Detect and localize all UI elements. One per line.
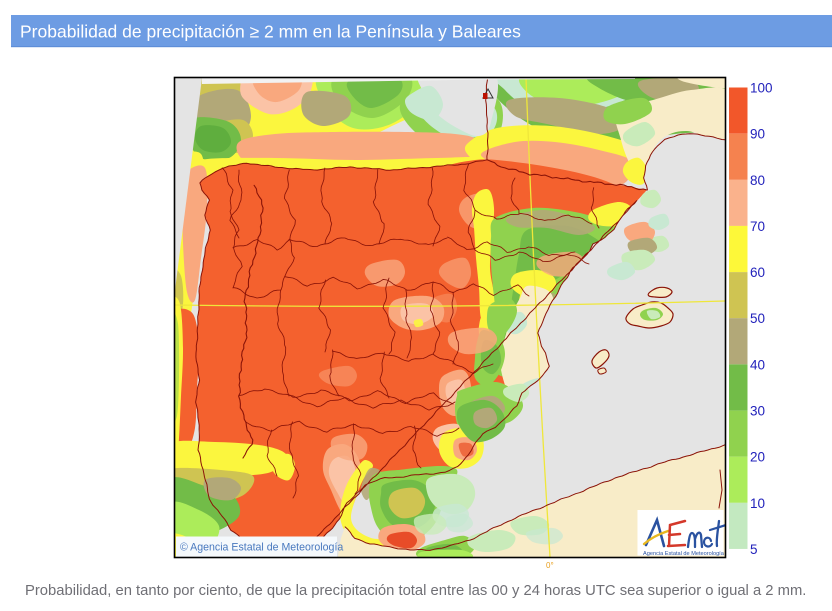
svg-text:Probabilidad, en tanto por cie: Probabilidad, en tanto por ciento, de qu… bbox=[25, 583, 806, 599]
svg-text:40: 40 bbox=[750, 357, 765, 372]
svg-text:10: 10 bbox=[750, 496, 765, 511]
svg-text:20: 20 bbox=[750, 450, 765, 465]
svg-text:5: 5 bbox=[750, 542, 758, 557]
svg-text:70: 70 bbox=[750, 219, 765, 234]
svg-text:80: 80 bbox=[750, 173, 765, 188]
svg-text:90: 90 bbox=[750, 127, 765, 142]
svg-text:30: 30 bbox=[750, 404, 765, 419]
svg-text:60: 60 bbox=[750, 265, 765, 280]
svg-text:Probabilidad de precipitación: Probabilidad de precipitación ≥ 2 mm en … bbox=[20, 22, 521, 42]
svg-text:© Agencia Estatal de Meteorolo: © Agencia Estatal de Meteorología bbox=[180, 542, 343, 554]
svg-text:0°: 0° bbox=[546, 561, 554, 570]
svg-text:Agencia Estatal de Meteorologí: Agencia Estatal de Meteorología bbox=[643, 551, 725, 557]
svg-text:50: 50 bbox=[750, 311, 765, 326]
svg-text:100: 100 bbox=[750, 81, 773, 96]
